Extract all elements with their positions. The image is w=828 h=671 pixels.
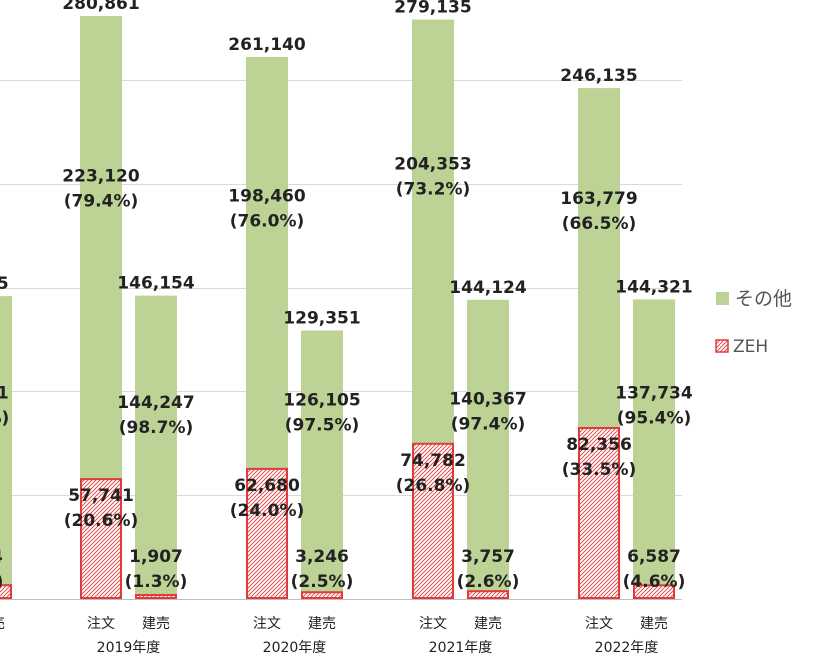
zeh-value-label: 62,680 — [234, 476, 300, 496]
bar-other-segment — [80, 16, 122, 480]
total-label: 144,321 — [615, 277, 692, 297]
other-value-label: 198,460 — [228, 187, 306, 207]
other-pct-label: (97.4%) — [451, 414, 526, 434]
total-label: 905 — [0, 274, 9, 294]
other-value-label: 223,120 — [62, 166, 140, 186]
bar-zeh-segment — [633, 584, 675, 599]
legend-label-other: その他 — [735, 288, 792, 310]
legend-label-zeh: ZEH — [733, 337, 768, 357]
bar-other-segment — [135, 295, 177, 596]
data-labels: 905 051 7%) 54%) 280,861 223,120 (79.4%) 57,741… — [0, 0, 693, 592]
bar-other-segment — [467, 299, 509, 592]
bar-other-segment — [246, 56, 288, 469]
zeh-pct-label: (2.6%) — [457, 572, 520, 592]
other-pct-label: (98.7%) — [119, 418, 194, 438]
zeh-value-label: 3,246 — [295, 547, 349, 567]
legend-swatch-other — [716, 292, 729, 305]
year-group-label: 2021年度 — [429, 640, 493, 656]
total-label: 279,135 — [394, 0, 471, 18]
year-group-label: 2020年度 — [263, 640, 327, 656]
bar-zeh-segment — [467, 590, 509, 599]
total-label: 280,861 — [62, 0, 139, 14]
zeh-pct-label: (24.0%) — [230, 501, 305, 521]
other-pct-label: (97.5%) — [285, 415, 360, 435]
category-label: 建売 — [0, 616, 5, 632]
other-value-label: 126,105 — [283, 390, 360, 410]
other-pct-label: (76.0%) — [230, 212, 305, 232]
total-label: 144,124 — [449, 278, 527, 298]
category-label: 建売 — [640, 616, 668, 632]
bar-zeh-segment — [246, 467, 288, 599]
bar-zeh-segment — [412, 442, 454, 600]
zeh-pct-label: (33.5%) — [562, 460, 637, 480]
other-pct-label: (79.4%) — [64, 191, 139, 211]
category-label: 注文 — [585, 616, 613, 632]
category-label: 注文 — [87, 616, 115, 632]
bar-zeh-segment — [301, 591, 343, 600]
bar-zeh-segment — [80, 478, 122, 600]
other-pct-label: (73.2%) — [396, 179, 471, 199]
other-value-label: 051 — [0, 383, 9, 403]
legend: その他 ZEH — [715, 288, 792, 357]
zeh-value-label: 82,356 — [566, 435, 632, 455]
zeh-pct-label: (26.8%) — [396, 476, 471, 496]
category-label: 建売 — [308, 616, 336, 632]
bar-other-segment — [301, 330, 343, 593]
other-value-label: 137,734 — [615, 384, 693, 404]
zeh-pct-label: (20.6%) — [64, 511, 139, 531]
zeh-value-label: 54 — [0, 547, 3, 567]
category-label: 注文 — [253, 616, 281, 632]
category-label: 注文 — [419, 616, 447, 632]
other-pct-label: (66.5%) — [562, 214, 637, 234]
bar-zeh-segment — [135, 594, 177, 599]
other-value-label: 144,247 — [117, 393, 194, 413]
zeh-value-label: 3,757 — [461, 547, 515, 567]
total-label: 129,351 — [283, 308, 360, 328]
total-label: 261,140 — [228, 35, 306, 55]
legend-swatch-zeh — [715, 339, 729, 353]
zeh-pct-label: (4.6%) — [623, 572, 686, 592]
other-value-label: 204,353 — [394, 154, 471, 174]
other-value-label: 163,779 — [560, 189, 637, 209]
total-label: 146,154 — [117, 274, 195, 294]
year-group-label: 2022年度 — [595, 640, 659, 656]
bar-zeh-segment — [578, 427, 620, 599]
zeh-pct-label: (1.3%) — [125, 572, 188, 592]
bar-other-segment — [0, 296, 12, 586]
zeh-value-label: 74,782 — [400, 451, 466, 471]
zeh-value-label: 1,907 — [129, 547, 183, 567]
other-pct-label: (95.4%) — [617, 409, 692, 429]
bar-other-segment — [578, 88, 620, 429]
other-value-label: 140,367 — [449, 389, 526, 409]
zeh-value-label: 6,587 — [627, 547, 681, 567]
year-group-label: 2019年度 — [97, 640, 161, 656]
total-label: 246,135 — [560, 66, 637, 86]
category-label: 建売 — [142, 616, 170, 632]
bar-other-segment — [412, 19, 454, 444]
other-pct-label: 7%) — [0, 408, 9, 428]
zeh-value-label: 57,741 — [68, 486, 134, 506]
category-label: 建売 — [474, 616, 502, 632]
zeh-pct-label: %) — [0, 572, 3, 592]
x-axis: 建売 注文 建売 2019年度 注文 建売 2020年度 注文 建売 2021年度 注文 建売 2022… — [0, 599, 682, 656]
bar-series — [0, 16, 675, 600]
zeh-pct-label: (2.5%) — [291, 572, 354, 592]
bar-other-segment — [633, 299, 675, 586]
bar-zeh-segment — [0, 584, 12, 599]
